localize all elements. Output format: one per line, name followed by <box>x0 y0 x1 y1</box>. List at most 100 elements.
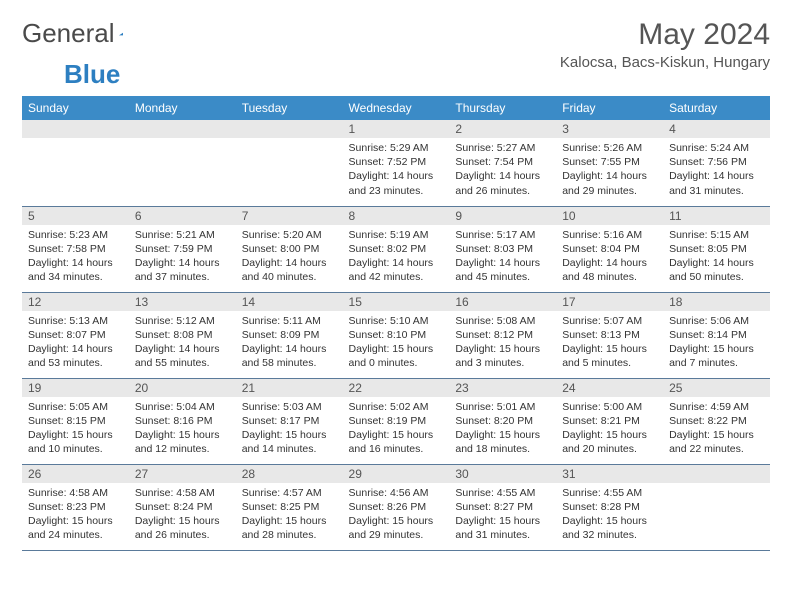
sunrise-line: Sunrise: 5:13 AM <box>28 314 123 328</box>
weekday-header: Friday <box>556 96 663 120</box>
day-content: Sunrise: 5:12 AMSunset: 8:08 PMDaylight:… <box>129 311 236 375</box>
sunset-line: Sunset: 8:23 PM <box>28 500 123 514</box>
calendar-day-cell: 25Sunrise: 4:59 AMSunset: 8:22 PMDayligh… <box>663 378 770 464</box>
daylight-line: Daylight: 14 hours and 37 minutes. <box>135 256 230 284</box>
sunrise-line: Sunrise: 4:59 AM <box>669 400 764 414</box>
day-number: 10 <box>556 207 663 225</box>
sunrise-line: Sunrise: 4:56 AM <box>349 486 444 500</box>
sunrise-line: Sunrise: 5:17 AM <box>455 228 550 242</box>
calendar-week-row: 5Sunrise: 5:23 AMSunset: 7:58 PMDaylight… <box>22 206 770 292</box>
calendar-day-cell: 5Sunrise: 5:23 AMSunset: 7:58 PMDaylight… <box>22 206 129 292</box>
day-content: Sunrise: 5:01 AMSunset: 8:20 PMDaylight:… <box>449 397 556 461</box>
daylight-line: Daylight: 14 hours and 40 minutes. <box>242 256 337 284</box>
logo: General <box>22 18 147 49</box>
calendar-empty-cell <box>22 120 129 206</box>
calendar-day-cell: 17Sunrise: 5:07 AMSunset: 8:13 PMDayligh… <box>556 292 663 378</box>
day-number: 20 <box>129 379 236 397</box>
daynum-empty <box>236 120 343 138</box>
sunrise-line: Sunrise: 4:55 AM <box>562 486 657 500</box>
calendar-day-cell: 15Sunrise: 5:10 AMSunset: 8:10 PMDayligh… <box>343 292 450 378</box>
calendar-day-cell: 12Sunrise: 5:13 AMSunset: 8:07 PMDayligh… <box>22 292 129 378</box>
sunset-line: Sunset: 7:52 PM <box>349 155 444 169</box>
sunset-line: Sunset: 8:28 PM <box>562 500 657 514</box>
day-number: 27 <box>129 465 236 483</box>
calendar-day-cell: 24Sunrise: 5:00 AMSunset: 8:21 PMDayligh… <box>556 378 663 464</box>
daylight-line: Daylight: 14 hours and 58 minutes. <box>242 342 337 370</box>
day-content: Sunrise: 5:27 AMSunset: 7:54 PMDaylight:… <box>449 138 556 202</box>
day-number: 16 <box>449 293 556 311</box>
day-content: Sunrise: 5:04 AMSunset: 8:16 PMDaylight:… <box>129 397 236 461</box>
sunrise-line: Sunrise: 5:10 AM <box>349 314 444 328</box>
daylight-line: Daylight: 14 hours and 26 minutes. <box>455 169 550 197</box>
day-number: 21 <box>236 379 343 397</box>
day-number: 17 <box>556 293 663 311</box>
sunrise-line: Sunrise: 5:11 AM <box>242 314 337 328</box>
day-number: 1 <box>343 120 450 138</box>
daylight-line: Daylight: 14 hours and 42 minutes. <box>349 256 444 284</box>
calendar-day-cell: 6Sunrise: 5:21 AMSunset: 7:59 PMDaylight… <box>129 206 236 292</box>
calendar-day-cell: 21 Sunrise: 5:03 AMSunset: 8:17 PMDayligh… <box>236 378 343 464</box>
day-number: 12 <box>22 293 129 311</box>
day-number: 26 <box>22 465 129 483</box>
day-content: Sunrise: 5:10 AMSunset: 8:10 PMDaylight:… <box>343 311 450 375</box>
sunrise-line: Sunrise: 5:20 AM <box>242 228 337 242</box>
sunset-line: Sunset: 8:20 PM <box>455 414 550 428</box>
sunrise-line: Sunrise: 5:15 AM <box>669 228 764 242</box>
daylight-line: Daylight: 14 hours and 31 minutes. <box>669 169 764 197</box>
day-content: Sunrise: 5:21 AMSunset: 7:59 PMDaylight:… <box>129 225 236 289</box>
day-number: 31 <box>556 465 663 483</box>
day-content: Sunrise: 5:07 AMSunset: 8:13 PMDaylight:… <box>556 311 663 375</box>
day-number: 29 <box>343 465 450 483</box>
calendar-day-cell: 23Sunrise: 5:01 AMSunset: 8:20 PMDayligh… <box>449 378 556 464</box>
day-content: Sunrise: 5:24 AMSunset: 7:56 PMDaylight:… <box>663 138 770 202</box>
calendar-week-row: 12Sunrise: 5:13 AMSunset: 8:07 PMDayligh… <box>22 292 770 378</box>
sunset-line: Sunset: 7:54 PM <box>455 155 550 169</box>
daylight-line: Daylight: 14 hours and 55 minutes. <box>135 342 230 370</box>
daylight-line: Daylight: 15 hours and 18 minutes. <box>455 428 550 456</box>
sunset-line: Sunset: 8:02 PM <box>349 242 444 256</box>
sunrise-line: Sunrise: 5:24 AM <box>669 141 764 155</box>
sunset-line: Sunset: 8:03 PM <box>455 242 550 256</box>
sunrise-line: Sunrise: 5:03 AM <box>242 400 337 414</box>
sunset-line: Sunset: 8:12 PM <box>455 328 550 342</box>
sunset-line: Sunset: 8:22 PM <box>669 414 764 428</box>
sunset-line: Sunset: 7:56 PM <box>669 155 764 169</box>
calendar-day-cell: 29Sunrise: 4:56 AMSunset: 8:26 PMDayligh… <box>343 464 450 550</box>
sunrise-line: Sunrise: 5:16 AM <box>562 228 657 242</box>
sunrise-line: Sunrise: 5:27 AM <box>455 141 550 155</box>
day-content: Sunrise: 5:29 AMSunset: 7:52 PMDaylight:… <box>343 138 450 202</box>
daylight-line: Daylight: 14 hours and 45 minutes. <box>455 256 550 284</box>
day-number: 2 <box>449 120 556 138</box>
day-number: 24 <box>556 379 663 397</box>
day-content: Sunrise: 4:55 AMSunset: 8:27 PMDaylight:… <box>449 483 556 547</box>
logo-text-general: General <box>22 18 115 49</box>
sunset-line: Sunset: 8:10 PM <box>349 328 444 342</box>
calendar-day-cell: 4Sunrise: 5:24 AMSunset: 7:56 PMDaylight… <box>663 120 770 206</box>
daynum-empty <box>129 120 236 138</box>
daylight-line: Daylight: 14 hours and 50 minutes. <box>669 256 764 284</box>
calendar-table: SundayMondayTuesdayWednesdayThursdayFrid… <box>22 96 770 551</box>
sunrise-line: Sunrise: 5:02 AM <box>349 400 444 414</box>
day-number: 8 <box>343 207 450 225</box>
day-number: 4 <box>663 120 770 138</box>
daylight-line: Daylight: 15 hours and 32 minutes. <box>562 514 657 542</box>
sunrise-line: Sunrise: 5:23 AM <box>28 228 123 242</box>
sunset-line: Sunset: 8:17 PM <box>242 414 337 428</box>
sunrise-line: Sunrise: 5:26 AM <box>562 141 657 155</box>
calendar-week-row: 19Sunrise: 5:05 AMSunset: 8:15 PMDayligh… <box>22 378 770 464</box>
weekday-header: Saturday <box>663 96 770 120</box>
day-content: Sunrise: 4:55 AMSunset: 8:28 PMDaylight:… <box>556 483 663 547</box>
calendar-day-cell: 10Sunrise: 5:16 AMSunset: 8:04 PMDayligh… <box>556 206 663 292</box>
day-content: Sunrise: 5:11 AMSunset: 8:09 PMDaylight:… <box>236 311 343 375</box>
day-content: Sunrise: 5:08 AMSunset: 8:12 PMDaylight:… <box>449 311 556 375</box>
daylight-line: Daylight: 15 hours and 14 minutes. <box>242 428 337 456</box>
sunset-line: Sunset: 8:25 PM <box>242 500 337 514</box>
sunset-line: Sunset: 8:24 PM <box>135 500 230 514</box>
day-content: Sunrise: 4:58 AMSunset: 8:23 PMDaylight:… <box>22 483 129 547</box>
calendar-day-cell: 7Sunrise: 5:20 AMSunset: 8:00 PMDaylight… <box>236 206 343 292</box>
calendar-day-cell: 16Sunrise: 5:08 AMSunset: 8:12 PMDayligh… <box>449 292 556 378</box>
sunrise-line: Sunrise: 5:21 AM <box>135 228 230 242</box>
day-content: Sunrise: 4:57 AMSunset: 8:25 PMDaylight:… <box>236 483 343 547</box>
sunset-line: Sunset: 7:55 PM <box>562 155 657 169</box>
calendar-day-cell: 9Sunrise: 5:17 AMSunset: 8:03 PMDaylight… <box>449 206 556 292</box>
